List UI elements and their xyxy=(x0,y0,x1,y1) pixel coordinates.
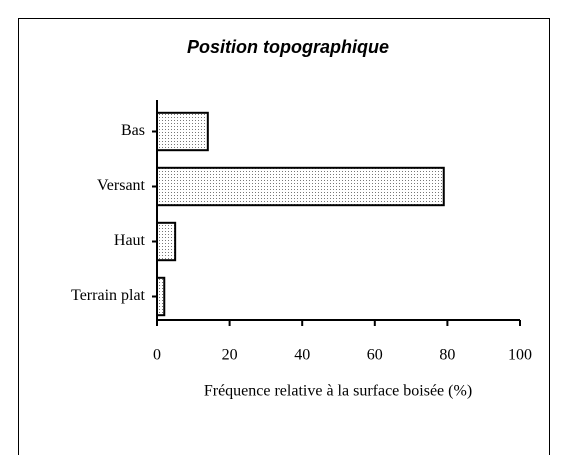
bar xyxy=(156,166,445,207)
bar xyxy=(156,111,209,152)
x-tick-label: 100 xyxy=(508,347,532,364)
frame xyxy=(18,18,550,455)
x-tick-label: 0 xyxy=(153,347,161,364)
y-tick-label: Haut xyxy=(114,232,146,249)
y-tick-label: Bas xyxy=(121,122,145,139)
y-tick-label: Terrain plat xyxy=(71,287,146,304)
x-tick-label: 80 xyxy=(439,347,455,364)
bar xyxy=(156,221,177,262)
x-tick-label: 60 xyxy=(367,347,383,364)
x-tick-label: 20 xyxy=(222,347,238,364)
bar xyxy=(156,276,166,317)
x-tick-label: 40 xyxy=(294,347,310,364)
x-axis-label: Fréquence relative à la surface boisée (… xyxy=(204,383,472,400)
y-tick-label: Versant xyxy=(97,177,146,194)
chart-title: Position topographique xyxy=(187,37,389,57)
